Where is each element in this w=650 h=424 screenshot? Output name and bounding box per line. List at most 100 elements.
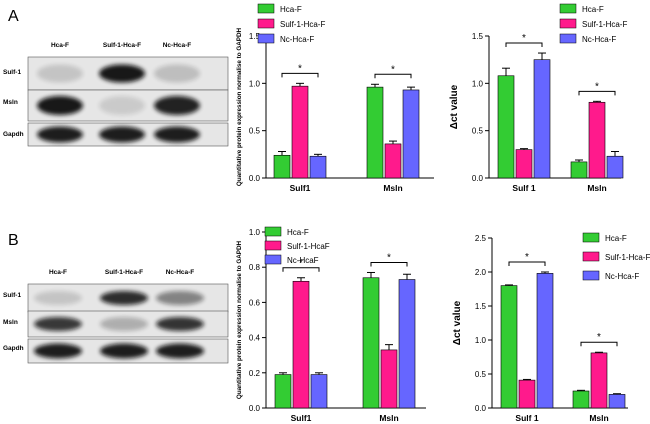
chart-3-ytick-label-0: 0.0 bbox=[475, 404, 487, 413]
chart-1-ytick-label-1: 0.5 bbox=[472, 127, 484, 136]
chart-1-legend-swatch-0 bbox=[559, 3, 577, 14]
chart-0-legend-label-1: Sulf-1-Hca-F bbox=[280, 20, 325, 29]
chart-3-ytick-label-3: 1.5 bbox=[475, 302, 487, 311]
blot-b-row-1: Sulf-1 bbox=[3, 292, 21, 299]
chart-1-significance-bracket-1 bbox=[578, 90, 616, 96]
chart-3-significance-star-0: * bbox=[525, 252, 529, 263]
chart-0-bar-hca-f-0 bbox=[273, 154, 291, 179]
chart-3-significance-star-1: * bbox=[597, 332, 601, 343]
chart-2-bar-hca-f-1 bbox=[362, 277, 380, 409]
chart-2-ylabel: Quantitative protein expression normalis… bbox=[236, 240, 243, 399]
chart-3-bar-sulf-1-hca-f-0 bbox=[518, 379, 536, 409]
chart-2-ytick-label-3: 0.6 bbox=[249, 298, 261, 307]
chart-3-legend-label-1: Sulf-1-Hca-F bbox=[605, 253, 650, 262]
chart-3-legend-label-0: Hca-F bbox=[605, 234, 627, 243]
blot-a-band-r2-c1 bbox=[37, 96, 83, 115]
blot-b-row-2: Msln bbox=[3, 319, 18, 326]
blot-a-row-2: Msln bbox=[3, 99, 18, 106]
chart-2-xtick-label-1: Msln bbox=[379, 413, 398, 423]
chart-0-ytick-label-3: 1.5 bbox=[249, 32, 261, 41]
chart-2-ytick-label-4: 0.8 bbox=[249, 263, 261, 272]
chart-1-bar-sulf-1-hca-f-0 bbox=[515, 149, 533, 179]
chart-2-significance-star-1: * bbox=[387, 252, 391, 263]
blot-a-row-3: Gapdh bbox=[3, 131, 24, 138]
blot-a-band-r1-c3 bbox=[154, 64, 200, 83]
blot-a-band-r1-c2 bbox=[99, 64, 145, 83]
chart-1-ylabel: Δct value bbox=[449, 84, 460, 129]
chart-2-bar-sulf-1-hcaf-1 bbox=[380, 349, 398, 409]
panel-label-a: A bbox=[8, 8, 19, 25]
chart-1-bar-nc-hca-f-0 bbox=[533, 59, 551, 179]
chart-0-significance-star-0: * bbox=[298, 63, 302, 74]
blot-b-column-2: Sulf-1-Hca-F bbox=[105, 269, 143, 276]
chart-2-legend-swatch-1 bbox=[264, 240, 282, 251]
chart-3-legend-label-2: Nc-Hca-F bbox=[605, 272, 639, 281]
chart-2-ytick-label-5: 1.0 bbox=[249, 228, 261, 237]
chart-3-legend-swatch-2 bbox=[582, 270, 600, 281]
chart-2-bar-sulf-1-hcaf-0 bbox=[292, 280, 310, 409]
chart-0-legend-label-2: Nc-Hca-F bbox=[280, 35, 314, 44]
chart-0-significance-bracket-0 bbox=[281, 72, 319, 78]
chart-2-bar-hca-f-0 bbox=[274, 374, 292, 409]
chart-0-legend-swatch-1 bbox=[257, 18, 275, 29]
chart-3-bar-nc-hca-f-1 bbox=[608, 394, 626, 409]
chart-1-legend-swatch-2 bbox=[559, 33, 577, 44]
chart-2-bar-nc-hcaf-1 bbox=[398, 279, 416, 409]
blot-b-band-r3-c2 bbox=[100, 343, 148, 359]
blot-b-column-3: Nc-Hca-F bbox=[166, 269, 195, 276]
chart-3-significance-bracket-1 bbox=[580, 341, 618, 347]
chart-1-legend-swatch-1 bbox=[559, 18, 577, 29]
blot-a-column-1: Hca-F bbox=[51, 42, 69, 49]
chart-3-bar-hca-f-0 bbox=[500, 285, 518, 409]
chart-3-xtick-label-1: Msln bbox=[589, 413, 608, 423]
panel-label-b: B bbox=[8, 232, 19, 249]
blot-b-band-r2-c2 bbox=[100, 317, 148, 331]
blot-b-band-r1-c1 bbox=[34, 291, 82, 305]
blot-a-band-r2-c2 bbox=[99, 96, 145, 115]
chart-3-ytick-label-5: 2.5 bbox=[475, 234, 487, 243]
blot-a-column-3: Nc-Hca-F bbox=[163, 42, 192, 49]
chart-3-ytick-label-2: 1.0 bbox=[475, 336, 487, 345]
blot-a-band-r2-c3 bbox=[154, 96, 200, 115]
blot-a-band-r3-c1 bbox=[37, 126, 83, 143]
chart-2-ytick-label-0: 0.0 bbox=[249, 404, 261, 413]
chart-2-ytick-label-1: 0.2 bbox=[249, 369, 261, 378]
chart-1-ytick-label-0: 0.0 bbox=[472, 174, 484, 183]
blot-a-band-r3-c3 bbox=[154, 126, 200, 143]
chart-0-bar-nc-hca-f-0 bbox=[309, 155, 327, 179]
chart-0-bar-hca-f-1 bbox=[366, 86, 384, 179]
chart-b-protein: 0.0 0.2 0.4 0.6 0.8 1.0 Quantitative protein e… bbox=[236, 226, 426, 423]
chart-0-xtick-label-0: Sulf1 bbox=[290, 183, 311, 193]
chart-0-significance-star-1: * bbox=[391, 64, 395, 75]
chart-a-delta-ct: 0.0 0.5 1.0 1.5 Δct value Sulf 1 * Msln * Hca-F Su… bbox=[449, 3, 627, 193]
blot-b-band-r2-c1 bbox=[34, 317, 82, 331]
western-blot-a: Hca-F Sulf-1-Hca-F Nc-Hca-F Sulf-1 Msln … bbox=[3, 42, 229, 147]
chart-2-significance-bracket-0 bbox=[282, 267, 320, 272]
chart-1-significance-bracket-0 bbox=[505, 42, 543, 48]
chart-3-bar-sulf-1-hca-f-1 bbox=[590, 352, 608, 409]
chart-1-bar-nc-hca-f-1 bbox=[606, 155, 624, 179]
blot-b-band-r1-c2 bbox=[100, 291, 148, 305]
chart-2-legend-swatch-0 bbox=[264, 226, 282, 237]
chart-2-significance-bracket-1 bbox=[370, 261, 408, 267]
chart-b-delta-ct: 0.0 0.5 1.0 1.5 2.0 2.5 Δct value Sulf 1 * Msln * H… bbox=[452, 232, 650, 423]
chart-3-bar-nc-hca-f-0 bbox=[536, 273, 554, 409]
chart-0-ylabel: Quantitative protein expression normalis… bbox=[236, 27, 243, 186]
blot-b-band-r3-c1 bbox=[34, 343, 82, 359]
chart-3-significance-bracket-0 bbox=[508, 261, 546, 266]
chart-1-xtick-label-1: Msln bbox=[587, 183, 606, 193]
chart-1-ytick-label-3: 1.5 bbox=[472, 32, 484, 41]
blot-b-band-r1-c3 bbox=[156, 291, 204, 305]
chart-2-ytick-label-2: 0.4 bbox=[249, 334, 261, 343]
chart-3-ytick-label-1: 0.5 bbox=[475, 370, 487, 379]
chart-2-legend-swatch-2 bbox=[264, 254, 282, 265]
blot-b-band-r2-c3 bbox=[156, 317, 204, 331]
chart-3-bar-hca-f-1 bbox=[572, 390, 590, 409]
chart-1-legend-label-1: Sulf-1-Hca-F bbox=[582, 20, 627, 29]
chart-2-legend-label-1: Sulf-1-HcaF bbox=[287, 242, 330, 251]
blot-a-band-r1-c1 bbox=[37, 64, 83, 83]
chart-1-xtick-label-0: Sulf 1 bbox=[512, 183, 535, 193]
chart-0-significance-bracket-1 bbox=[374, 73, 412, 79]
chart-0-legend-swatch-0 bbox=[257, 3, 275, 14]
chart-3-xtick-label-0: Sulf 1 bbox=[515, 413, 538, 423]
